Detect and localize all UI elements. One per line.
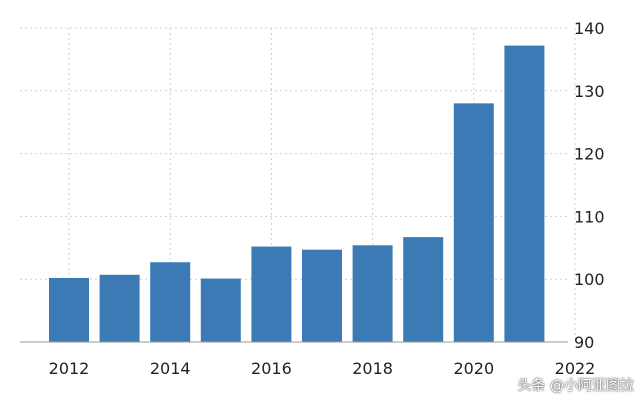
x-tick-label: 2022 [555, 359, 596, 378]
x-tick-label: 2012 [49, 359, 90, 378]
bar-2013 [99, 274, 140, 342]
bar-2020 [453, 103, 494, 342]
y-tick-label: 120 [574, 145, 605, 164]
bar-2018 [352, 245, 393, 342]
x-tick-label: 2020 [453, 359, 494, 378]
bars [49, 45, 545, 343]
x-tick-label: 2018 [352, 359, 393, 378]
bar-2019 [403, 237, 444, 342]
y-tick-label: 140 [574, 19, 605, 38]
bar-2015 [200, 278, 241, 342]
x-axis-ticks: 2012 2014 2016 2018 2020 2022 [49, 359, 596, 378]
bar-2016 [251, 246, 292, 342]
bar-2012 [49, 277, 89, 342]
y-tick-label: 100 [574, 270, 605, 289]
y-tick-label: 90 [574, 333, 594, 352]
y-axis-ticks: 90 100 110 120 130 140 [574, 19, 605, 352]
y-tick-label: 130 [574, 82, 605, 101]
y-tick-label: 110 [574, 207, 605, 226]
bar-2021 [504, 45, 545, 343]
x-tick-label: 2014 [150, 359, 191, 378]
watermark: 头条 @小阿亚图拉 [517, 378, 634, 394]
bar-2017 [302, 249, 342, 342]
bar-2014 [150, 262, 191, 342]
x-tick-label: 2016 [251, 359, 292, 378]
